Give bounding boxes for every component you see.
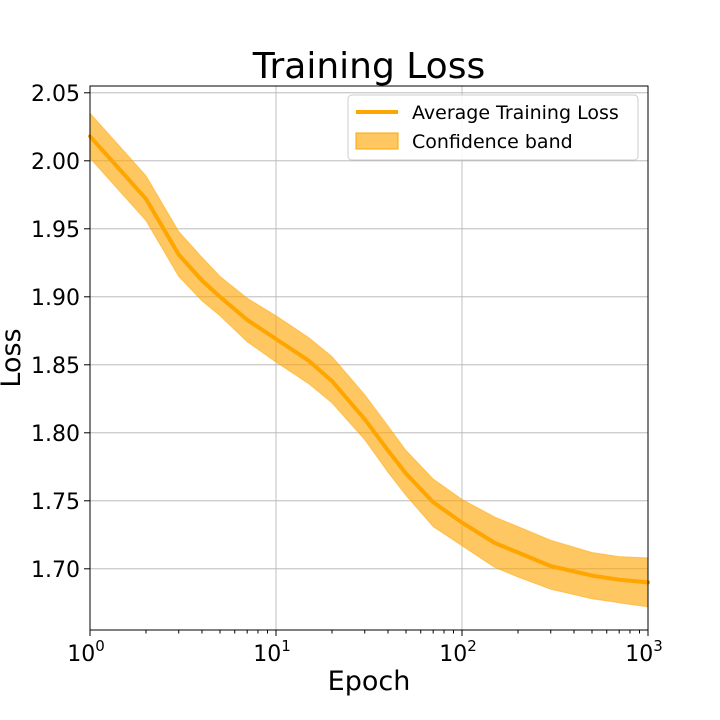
plot-frame xyxy=(89,85,649,631)
legend-label-average-loss: Average Training Loss xyxy=(412,102,619,124)
legend-label-confidence-band: Confidence band xyxy=(412,131,573,153)
y-tick-label: 2.00 xyxy=(31,150,80,175)
y-tick-label: 1.75 xyxy=(31,490,80,515)
tick-labels: 100 101 102 103 1.70 1.75 1.80 1.85 1.90 1.95 2.00… xyxy=(31,82,663,667)
legend-band-swatch xyxy=(355,132,399,150)
x-tick-label: 102 xyxy=(439,637,477,667)
x-tick-label: 100 xyxy=(67,637,105,667)
series-line-layer xyxy=(88,134,650,585)
y-tick-label: 2.05 xyxy=(31,82,80,107)
confidence-band xyxy=(89,111,649,608)
legend-frame xyxy=(347,94,639,161)
y-tick-label: 1.95 xyxy=(31,218,80,243)
confidence-band-layer xyxy=(89,111,649,608)
chart-title: Training Loss xyxy=(252,46,485,87)
y-tick-label: 1.85 xyxy=(31,354,80,379)
y-axis-label: Loss xyxy=(0,328,27,387)
ticks xyxy=(84,92,649,636)
legend: Average Training Loss Confidence band xyxy=(347,94,639,161)
y-tick-label: 1.90 xyxy=(31,286,80,311)
x-tick-label: 101 xyxy=(253,637,291,667)
x-tick-label: 103 xyxy=(625,637,663,667)
y-tick-label: 1.80 xyxy=(31,422,80,447)
y-tick-label: 1.70 xyxy=(31,558,80,583)
x-axis-label: Epoch xyxy=(328,666,411,697)
series-line-average-training-loss xyxy=(88,134,650,585)
